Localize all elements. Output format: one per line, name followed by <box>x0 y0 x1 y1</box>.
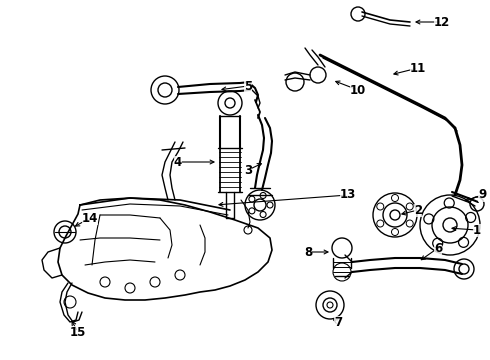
Text: 5: 5 <box>244 80 252 93</box>
Text: 12: 12 <box>434 15 450 28</box>
Text: 4: 4 <box>174 156 182 168</box>
Text: 9: 9 <box>478 189 486 202</box>
Text: 3: 3 <box>244 163 252 176</box>
Text: 11: 11 <box>410 62 426 75</box>
Text: 1: 1 <box>473 224 481 237</box>
Text: 2: 2 <box>414 203 422 216</box>
Text: 6: 6 <box>434 242 442 255</box>
Text: 7: 7 <box>334 315 342 328</box>
Text: 15: 15 <box>70 325 86 338</box>
Text: 10: 10 <box>350 84 366 96</box>
Text: 14: 14 <box>82 211 98 225</box>
Text: 8: 8 <box>304 246 312 258</box>
Text: 13: 13 <box>340 189 356 202</box>
